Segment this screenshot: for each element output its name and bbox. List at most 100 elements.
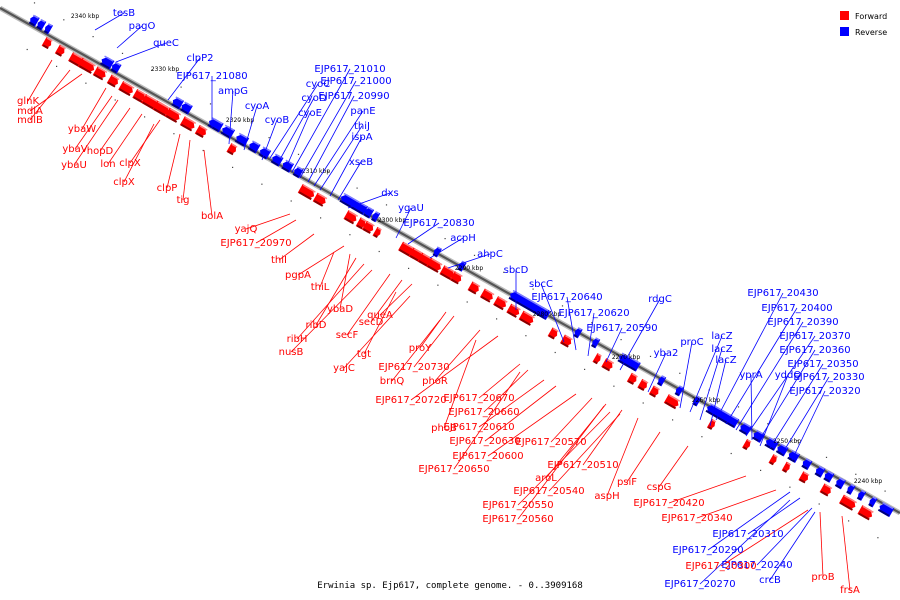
leader-line (337, 161, 362, 201)
reverse-gene-label: proC (680, 337, 703, 348)
guide-dot (737, 406, 740, 408)
leader-line (443, 339, 477, 429)
leader-line (566, 296, 577, 351)
forward-gene-label: EJP617_20550 (482, 500, 553, 511)
leader-line (245, 213, 291, 230)
guide-dot (261, 183, 263, 185)
guide-dot (760, 469, 762, 471)
leader-line (182, 139, 191, 201)
forward-gene-block (819, 483, 833, 497)
reverse-gene-label: cyoC (306, 79, 331, 90)
forward-gene-label: mdlA (17, 106, 43, 117)
reverse-gene-label: EJP617_20360 (779, 345, 850, 356)
forward-gene-label: psiF (617, 477, 637, 488)
leader-line (370, 279, 403, 323)
leader-line (619, 298, 661, 371)
leader-line (550, 397, 593, 443)
forward-gene-label: lon (100, 159, 115, 170)
reverse-gene-label: EJP617_20320 (789, 386, 860, 397)
forward-gene-block (92, 66, 108, 81)
leader-line (107, 113, 143, 165)
guide-dot (620, 339, 622, 341)
reverse-gene-label: ampG (218, 86, 248, 97)
gene-labels: tesB pagO queC clpP2 EJP617_21080 ampG cyoA cyo… (17, 8, 865, 596)
leader-line (115, 42, 167, 63)
leader-line (228, 90, 234, 145)
forward-gene-block (118, 80, 135, 97)
forward-gene-block (559, 334, 573, 348)
forward-gene-block (106, 74, 120, 88)
forward-gene-label: ybaD (327, 304, 353, 315)
forward-gene-label: hopD (87, 146, 114, 157)
leader-line (269, 83, 319, 159)
leader-line (750, 374, 753, 441)
legend-reverse-swatch (840, 27, 849, 36)
leader-line (339, 253, 351, 310)
forward-gene-block (439, 265, 456, 281)
reverse-gene-label: thiJ (354, 121, 370, 132)
forward-gene-label: glnK (17, 96, 39, 107)
leader-line (285, 112, 311, 169)
guide-dot (209, 103, 212, 105)
guide-dot (672, 419, 674, 421)
guide-dot (789, 486, 791, 488)
forward-gene-label: EJP617_20630 (449, 436, 520, 447)
forward-gene-block (152, 100, 171, 117)
axis-tick-label: 2300 kbp (378, 217, 406, 224)
reverse-gene-label: pagO (129, 21, 156, 32)
forward-gene-label: EJP617_20510 (547, 460, 618, 471)
reverse-gene-label: clpP2 (186, 53, 213, 64)
forward-gene-block (179, 116, 197, 132)
reverse-gene-block (207, 117, 224, 133)
leader-line (720, 509, 809, 567)
leader-line (453, 371, 521, 470)
guide-dot (202, 149, 204, 152)
leader-line (478, 379, 545, 428)
axis-tick-label: 2320 kbp (226, 117, 254, 124)
forward-gene-block (637, 378, 649, 392)
reverse-gene-block (738, 422, 752, 436)
guide-dot (268, 137, 270, 139)
forward-gene-label: phoR (422, 376, 448, 387)
forward-gene-block (798, 471, 810, 484)
forward-gene-label: secD (359, 317, 384, 328)
leader-line (299, 80, 357, 179)
reverse-gene-block (823, 470, 835, 483)
leader-line (606, 417, 639, 497)
leader-line (407, 222, 440, 245)
leader-line (715, 292, 784, 421)
reverse-gene-block (220, 124, 236, 139)
forward-gene-label: yajQ (235, 224, 258, 235)
forward-gene-label: EJP617_20610 (443, 422, 514, 433)
guide-dot (85, 82, 87, 84)
reverse-gene-block (363, 206, 375, 219)
forward-gene-label: EJP617_20650 (418, 464, 489, 475)
leader-line (413, 315, 455, 368)
forward-gene-label: thiI (271, 255, 287, 266)
forward-gene-block (372, 226, 382, 239)
guide-dot (63, 19, 65, 21)
forward-gene-label: queA (367, 310, 393, 321)
guide-dot (525, 335, 527, 337)
guide-dot (591, 322, 593, 324)
forward-gene-label: tig (176, 195, 189, 206)
guide-dot (642, 402, 644, 404)
forward-gene-label: phoB (431, 423, 457, 434)
forward-gene-label: EJP617_20340 (661, 513, 732, 524)
label-leader-lines (27, 12, 851, 591)
forward-gene-block (626, 372, 638, 385)
leader-line (759, 374, 789, 447)
guide-dot (151, 69, 153, 71)
forward-gene-block (467, 281, 481, 295)
leader-line (658, 445, 689, 488)
legend-reverse-label: Reverse (855, 28, 887, 37)
guide-dot (92, 36, 94, 38)
reverse-gene-block (247, 140, 261, 154)
axis-tick-label: 2240 kbp (854, 478, 882, 485)
guide-dot (613, 385, 615, 387)
reverse-gene-label: acpH (450, 233, 476, 244)
reverse-gene-label: EJP617_20390 (767, 317, 838, 328)
forward-gene-label: clpP (157, 183, 178, 194)
forward-gene-label: EJP617_20600 (452, 451, 523, 462)
guide-dot (232, 166, 234, 168)
